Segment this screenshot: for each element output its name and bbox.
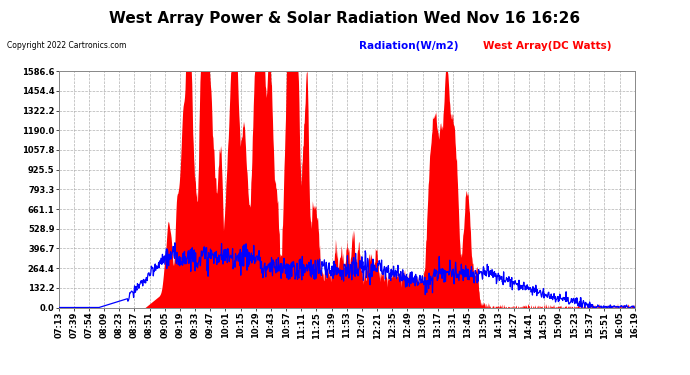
Text: West Array Power & Solar Radiation Wed Nov 16 16:26: West Array Power & Solar Radiation Wed N…: [110, 11, 580, 26]
Text: Radiation(W/m2): Radiation(W/m2): [359, 41, 458, 51]
Text: West Array(DC Watts): West Array(DC Watts): [483, 41, 611, 51]
Text: Copyright 2022 Cartronics.com: Copyright 2022 Cartronics.com: [7, 41, 126, 50]
